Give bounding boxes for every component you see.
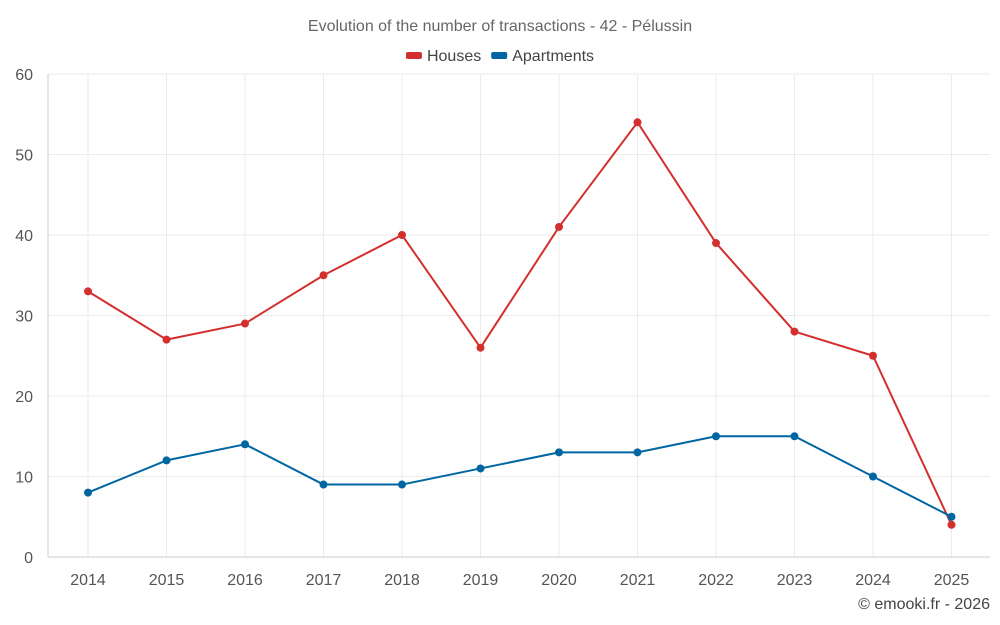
- x-tick-label: 2015: [149, 572, 185, 589]
- legend-item-houses[interactable]: Houses: [405, 48, 481, 65]
- data-point-apartments[interactable]: [476, 464, 485, 473]
- data-point-houses[interactable]: [869, 351, 877, 360]
- legend-swatch: [405, 52, 422, 59]
- chart-title: Evolution of the number of transactions …: [308, 18, 692, 35]
- data-point-houses[interactable]: [476, 343, 485, 352]
- y-tick-label: 60: [15, 67, 33, 84]
- x-axis: 2014 2015 2016 2017 2018 2019 2020 2021 2022 2023…: [70, 572, 969, 589]
- x-tick-label: 2025: [934, 572, 970, 589]
- grid: [47, 73, 990, 558]
- y-tick-label: 50: [15, 148, 33, 165]
- legend: Houses Apartments: [405, 48, 594, 65]
- x-tick-label: 2021: [620, 572, 656, 589]
- y-tick-label: 30: [15, 309, 33, 326]
- data-point-apartments[interactable]: [712, 432, 720, 441]
- x-tick-label: 2022: [698, 572, 734, 589]
- credit-text: © emooki.fr - 2026: [858, 596, 990, 613]
- legend-swatch: [491, 52, 508, 59]
- data-point-apartments[interactable]: [555, 448, 563, 457]
- x-tick-label: 2023: [777, 572, 813, 589]
- series-line-apartments: [87, 435, 952, 518]
- legend-label: Houses: [427, 48, 481, 65]
- data-point-houses[interactable]: [947, 520, 956, 529]
- data-point-houses[interactable]: [162, 335, 171, 344]
- data-point-apartments[interactable]: [241, 440, 249, 449]
- x-tick-label: 2024: [855, 572, 891, 589]
- data-point-houses[interactable]: [319, 271, 328, 280]
- data-point-houses[interactable]: [555, 222, 563, 231]
- series-apartments: [84, 432, 956, 521]
- data-point-houses[interactable]: [712, 239, 720, 248]
- x-tick-label: 2020: [541, 572, 577, 589]
- x-tick-label: 2017: [306, 572, 342, 589]
- data-point-apartments[interactable]: [790, 432, 799, 441]
- data-point-houses[interactable]: [790, 327, 799, 336]
- data-point-apartments[interactable]: [319, 480, 328, 489]
- x-tick-label: 2018: [384, 572, 420, 589]
- legend-item-apartments[interactable]: Apartments: [491, 48, 594, 65]
- y-tick-label: 0: [24, 550, 33, 567]
- data-point-apartments[interactable]: [869, 472, 877, 481]
- y-tick-label: 40: [15, 228, 33, 245]
- x-tick-label: 2014: [70, 572, 106, 589]
- data-point-houses[interactable]: [633, 118, 642, 127]
- series-group: [84, 118, 956, 529]
- x-tick-label: 2019: [463, 572, 499, 589]
- data-point-houses[interactable]: [398, 231, 406, 239]
- data-point-apartments[interactable]: [947, 512, 956, 521]
- x-tick-label: 2016: [227, 572, 263, 589]
- series-houses: [84, 118, 956, 529]
- y-tick-label: 10: [15, 470, 33, 487]
- data-point-houses[interactable]: [241, 319, 249, 328]
- y-axis: 0 10 20 30 40 50 60: [15, 67, 33, 567]
- data-point-apartments[interactable]: [162, 456, 171, 465]
- legend-label: Apartments: [512, 48, 594, 65]
- data-point-apartments[interactable]: [84, 488, 92, 497]
- series-line-houses: [87, 121, 953, 526]
- y-tick-label: 20: [15, 389, 33, 406]
- data-point-apartments[interactable]: [398, 480, 406, 489]
- data-point-houses[interactable]: [84, 287, 92, 296]
- data-point-apartments[interactable]: [633, 448, 642, 457]
